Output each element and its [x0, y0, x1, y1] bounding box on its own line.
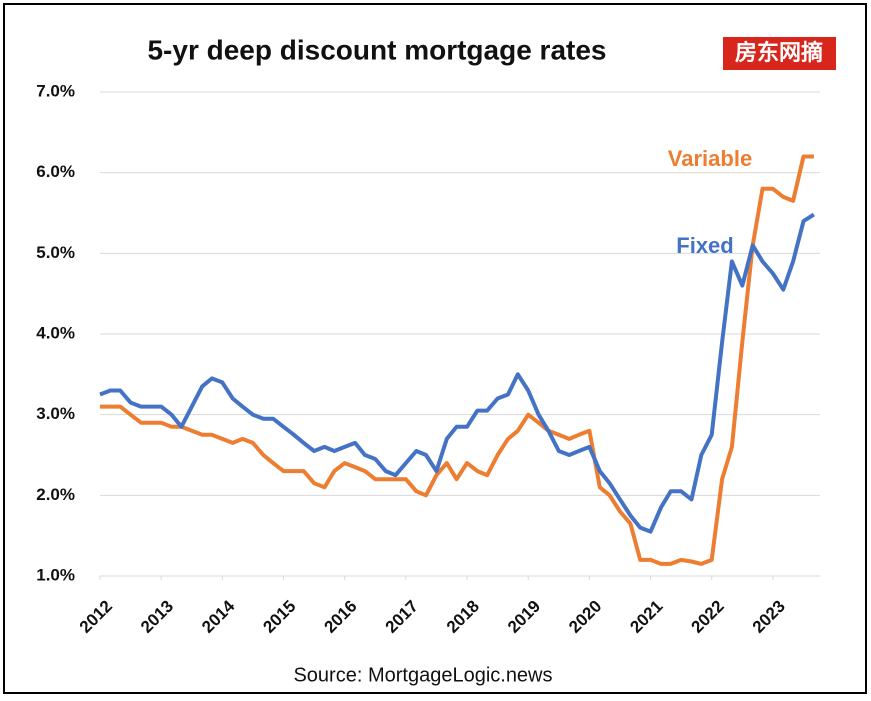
- y-tick-label: 6.0%: [36, 162, 75, 181]
- source: Source: MortgageLogic.news: [293, 664, 552, 686]
- y-tick-label: 7.0%: [36, 81, 75, 100]
- chart-title: 5-yr deep discount mortgage rates: [147, 34, 606, 65]
- legend-label: Fixed: [676, 233, 733, 258]
- y-tick-label: 2.0%: [36, 485, 75, 504]
- legend-label: Variable: [668, 146, 752, 171]
- series-line: [100, 154, 814, 566]
- watermark-box: [723, 37, 836, 70]
- watermark: 房东网摘: [735, 40, 823, 65]
- frame: [3, 3, 867, 694]
- y-tick-label: 3.0%: [36, 404, 75, 423]
- series-line: [99, 212, 815, 534]
- y-tick-label: 1.0%: [36, 565, 75, 584]
- y-tick-label: 5.0%: [36, 243, 75, 262]
- y-tick-label: 4.0%: [36, 323, 75, 342]
